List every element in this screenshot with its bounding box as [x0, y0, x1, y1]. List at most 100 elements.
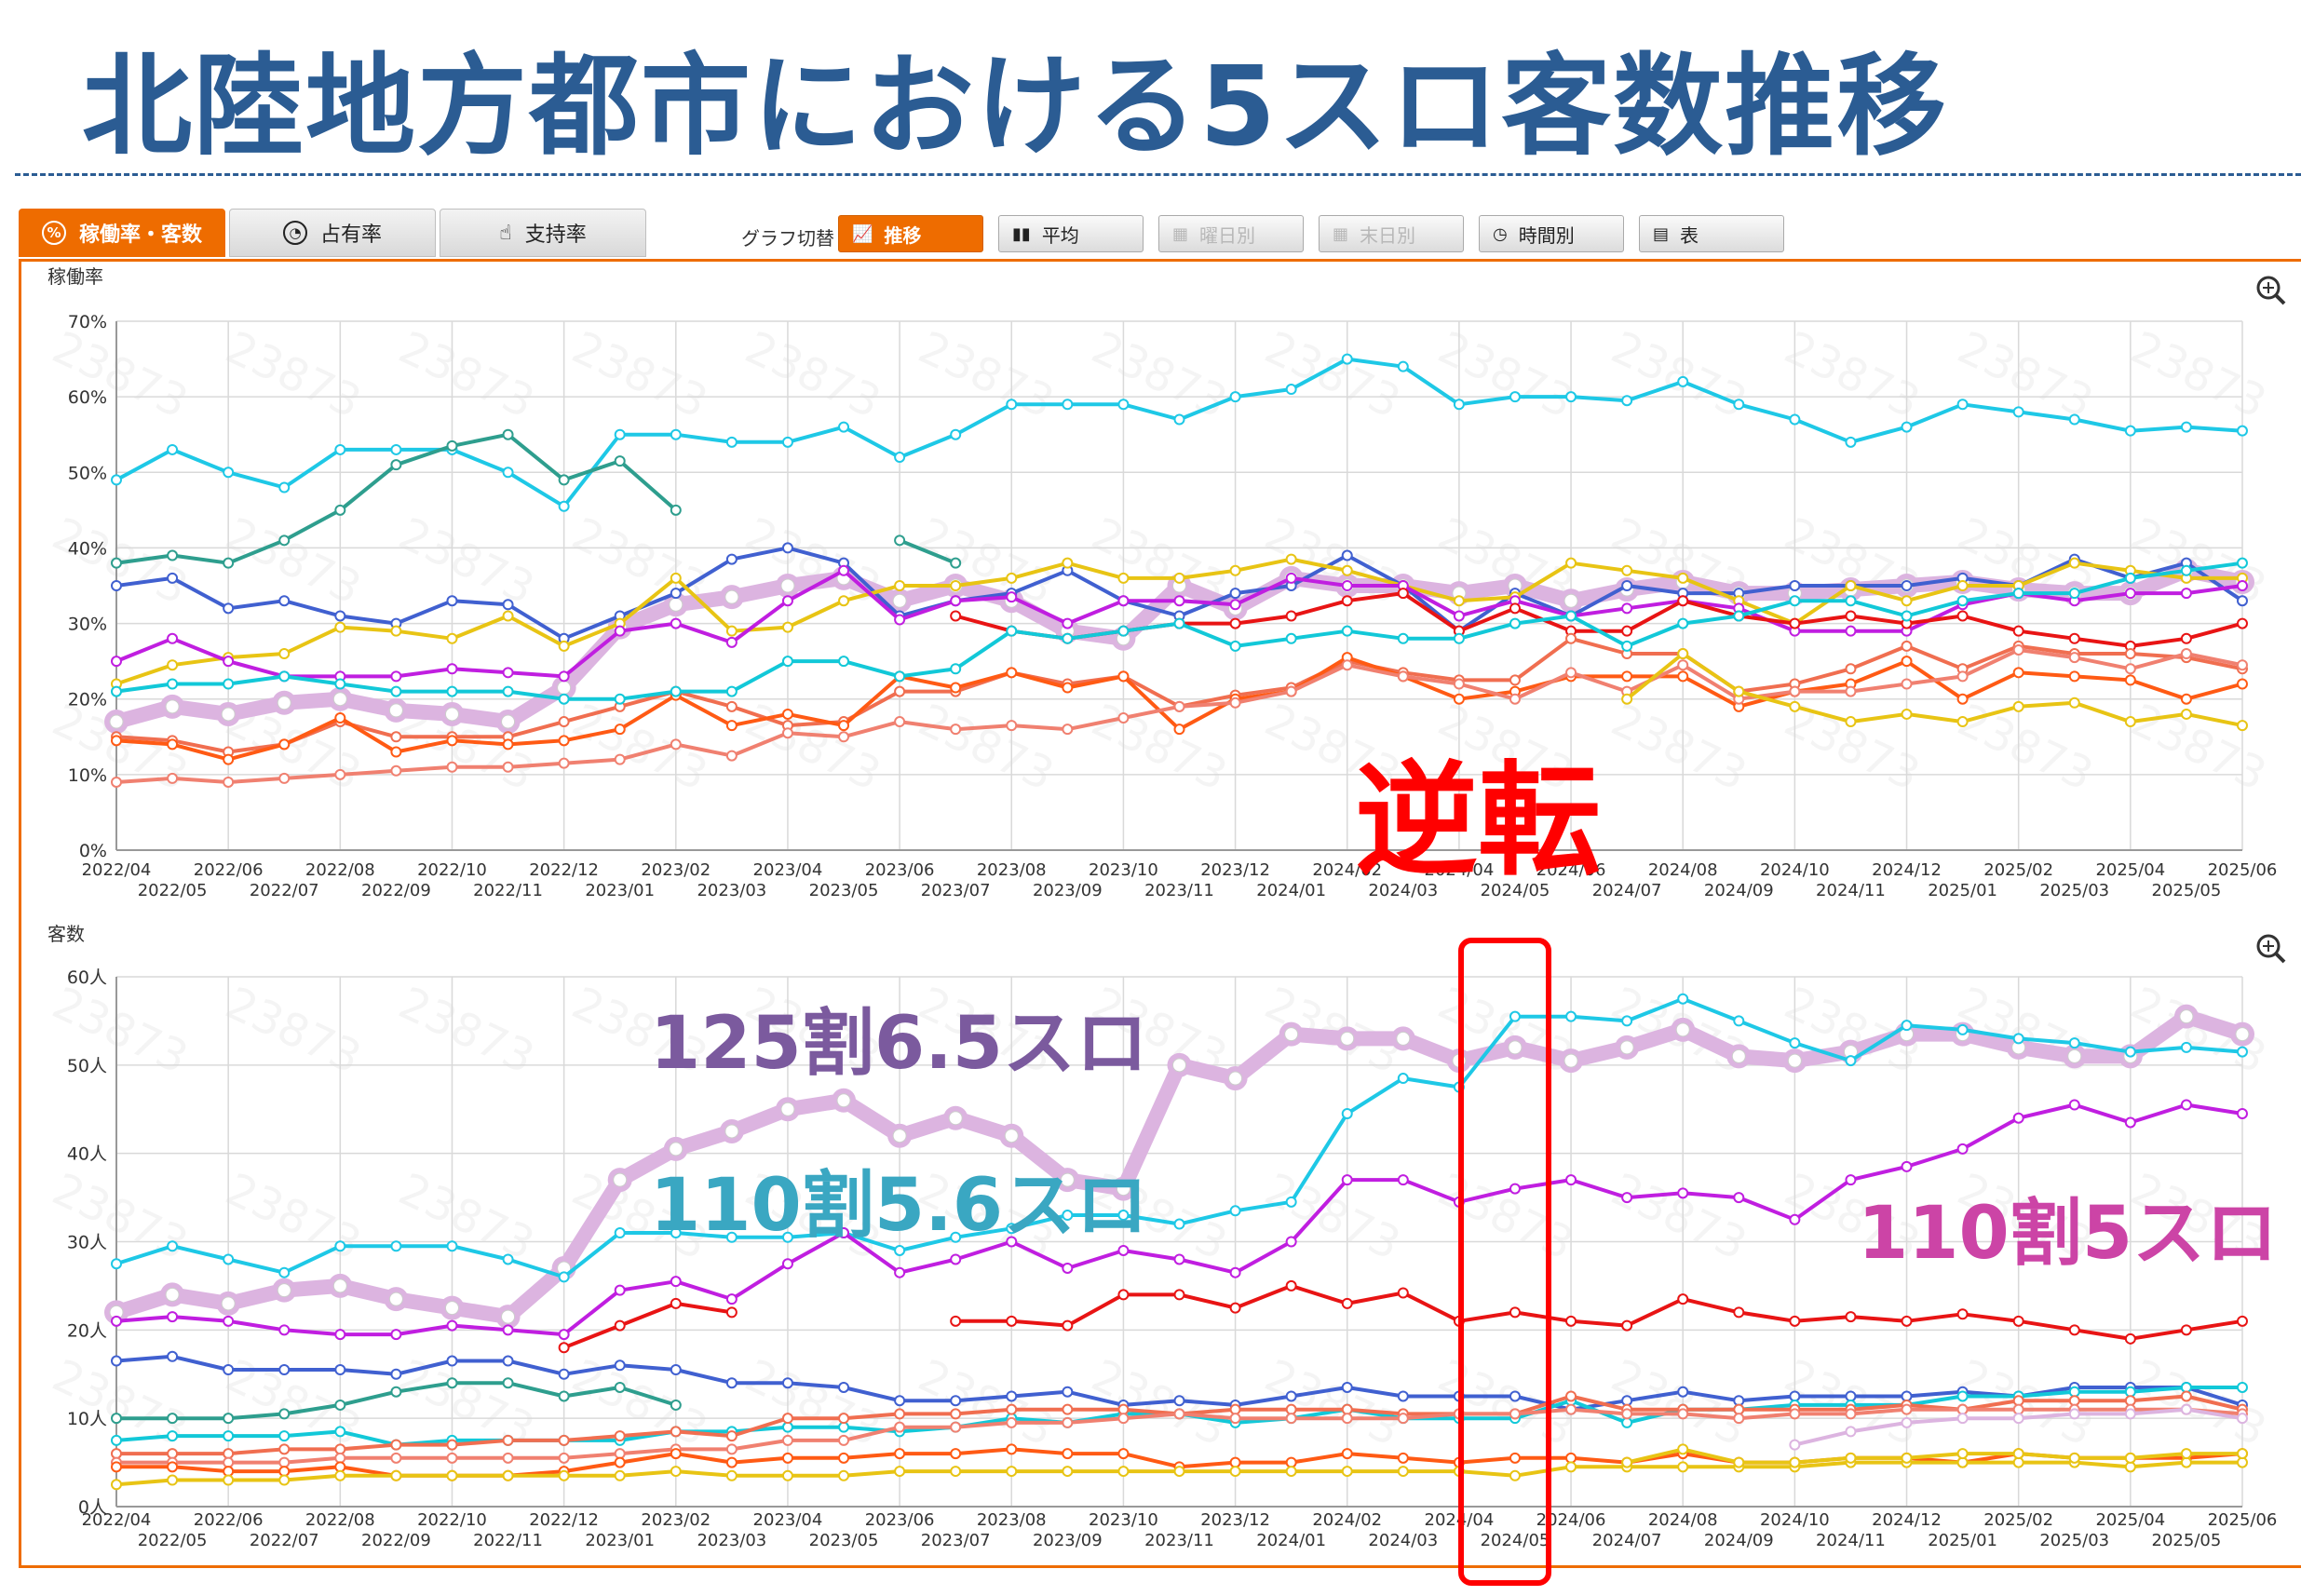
graph-hourly-button[interactable]: ◷ 時間別 [1479, 215, 1624, 252]
series-point [1621, 564, 1633, 576]
series-point [781, 727, 793, 739]
series-point [1453, 678, 1465, 690]
x-tick-label: 2023/07 [921, 1531, 991, 1550]
series-point [1062, 1416, 1074, 1428]
series-point [278, 1364, 291, 1376]
watermark-layer: 23873 23873 23873 23873 23873 23873 23873 23873… [45, 321, 2274, 801]
series-point [614, 1430, 626, 1442]
series-point [111, 1315, 122, 1327]
series-point [2068, 413, 2080, 426]
series-point [278, 481, 291, 494]
series-point [1845, 716, 1857, 728]
tab-support[interactable]: ☝ 支持率 [440, 209, 646, 257]
series-point [2237, 425, 2248, 437]
x-tick-label: 2022/04 [82, 860, 152, 880]
series-point [1901, 1403, 1913, 1415]
series-point [1677, 617, 1689, 629]
series-point [894, 452, 906, 464]
series-point [670, 738, 682, 751]
series-point [1956, 595, 1969, 607]
series-point [725, 685, 738, 697]
x-tick-label: 2024/10 [1760, 860, 1830, 880]
graph-average-button[interactable]: ▮▮ 平均 [998, 215, 1144, 252]
series-point [446, 761, 458, 773]
series-point [111, 1413, 122, 1425]
series-point [502, 1377, 514, 1389]
tab-occupancy-customers[interactable]: % 稼働率・客数 [19, 209, 225, 257]
series-point [2124, 1116, 2136, 1129]
graph-lastdigit-button[interactable]: ▦ 末日別 [1319, 215, 1464, 252]
series-point [1621, 625, 1633, 637]
series-point [1006, 667, 1018, 679]
watermark-text: 23873 [1430, 321, 1581, 428]
series-point [278, 738, 291, 751]
x-tick-label: 2022/06 [194, 860, 264, 880]
purple-series-label: 125割6.5スロ [650, 1002, 1148, 1086]
tab-share[interactable]: ◔ 占有率 [229, 209, 436, 257]
series-point [781, 656, 793, 668]
series-point [2068, 652, 2080, 664]
series-point [446, 1377, 458, 1389]
series-point [614, 1469, 626, 1481]
series-point [334, 504, 346, 516]
series-point [558, 1469, 570, 1481]
series-point [1677, 648, 1689, 660]
series-3 [111, 1350, 2248, 1415]
series-point [1956, 610, 1969, 622]
series-point [614, 693, 626, 705]
series-point [1677, 1408, 1689, 1420]
series-point [1062, 1403, 1074, 1415]
series-point [1901, 1160, 1913, 1172]
series-point [614, 625, 626, 637]
series-point [781, 436, 793, 448]
x-tick-label: 2025/03 [2039, 1531, 2109, 1550]
y-tick-label: 30% [68, 615, 107, 635]
series-point [1789, 685, 1801, 697]
series-marker-inner [1508, 1040, 1523, 1055]
series-point [446, 1240, 458, 1252]
series-point [1509, 1408, 1521, 1420]
series-point [1789, 595, 1801, 607]
series-point [1789, 1456, 1801, 1468]
series-point [2068, 1452, 2080, 1464]
graph-trend-button[interactable]: 📈 推移 [838, 215, 983, 252]
series-point [334, 768, 346, 780]
graph-table-button[interactable]: ▤ 表 [1639, 215, 1784, 252]
button-label: 時間別 [1518, 223, 1575, 247]
series-point [894, 716, 906, 728]
series-point [838, 1452, 850, 1464]
series-point [781, 621, 793, 633]
graph-weekday-button[interactable]: ▦ 曜日別 [1158, 215, 1304, 252]
series-point [1621, 602, 1633, 615]
series-point [1677, 572, 1689, 584]
series-point [1956, 1390, 1969, 1402]
series-point [502, 685, 514, 697]
watermark-text: 23873 [2123, 507, 2274, 615]
series-point [111, 735, 122, 747]
series-point [1901, 421, 1913, 433]
series-point [1397, 632, 1409, 644]
series-point [1901, 656, 1913, 668]
x-tick-label: 2022/08 [305, 860, 375, 880]
graph-switch-buttons: 📈 推移 ▮▮ 平均 ▦ 曜日別 ▦ 末日別 ◷ 時間別 ▤ 表 [838, 215, 1784, 252]
series-point [1062, 1210, 1074, 1222]
series-point [1229, 1266, 1241, 1278]
x-tick-label: 2023/05 [809, 1531, 879, 1550]
series-point [390, 443, 402, 455]
chart-title: 稼働率 [47, 265, 103, 288]
series-point [1733, 1413, 1745, 1425]
series-point [1621, 1456, 1633, 1468]
series-marker-inner [221, 707, 236, 722]
series-point [1956, 580, 1969, 591]
series-point [1341, 1107, 1353, 1119]
series-point [502, 1324, 514, 1336]
series-point [2180, 1041, 2192, 1053]
watermark-text: 23873 [218, 977, 369, 1084]
series-point [1733, 685, 1745, 697]
series-line [954, 1283, 2244, 1341]
series-point [614, 455, 626, 467]
series-point [278, 1408, 291, 1420]
series-point [1229, 1413, 1241, 1425]
